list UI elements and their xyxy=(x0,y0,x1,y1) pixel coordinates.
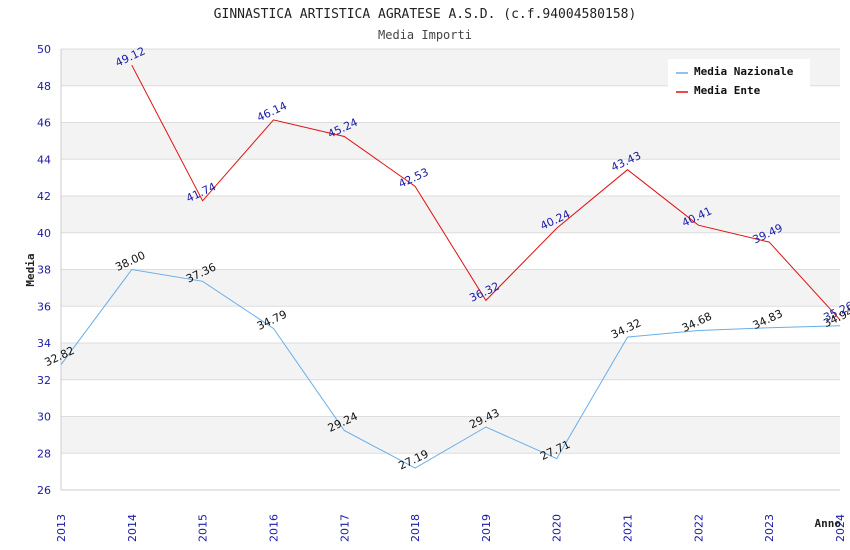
y-tick-label: 32 xyxy=(37,374,51,387)
data-label: 34.83 xyxy=(751,307,785,332)
x-tick-label: 2018 xyxy=(409,514,422,542)
grid-band xyxy=(61,269,840,307)
y-tick-label: 48 xyxy=(37,80,51,93)
y-tick-label: 36 xyxy=(37,300,51,313)
y-tick-label: 42 xyxy=(37,190,51,203)
y-tick-label: 38 xyxy=(37,264,51,277)
x-axis-ticks: 2013 2014 2015 2016 2017 2018 2019 2020 2021 2022… xyxy=(55,514,847,542)
grid-band xyxy=(61,196,840,233)
x-tick-label: 2017 xyxy=(338,514,351,542)
y-tick-label: 26 xyxy=(37,484,51,497)
plot-background-bands xyxy=(61,49,840,454)
y-axis-label: Media xyxy=(24,253,37,286)
data-label: 34.32 xyxy=(609,316,643,341)
data-label: 42.53 xyxy=(397,166,431,191)
x-axis-label: Anno xyxy=(815,517,842,530)
legend-label-media-ente: Media Ente xyxy=(694,84,761,97)
data-label: 46.14 xyxy=(255,99,289,124)
y-axis-ticks: 26 28 30 32 34 36 38 40 42 44 46 48 50 xyxy=(37,43,51,497)
legend-box xyxy=(668,59,810,101)
y-tick-label: 50 xyxy=(37,43,51,56)
grid-band xyxy=(61,343,840,380)
y-tick-label: 46 xyxy=(37,117,51,130)
y-tick-label: 40 xyxy=(37,227,51,240)
series-line-media-nazionale xyxy=(60,268,841,469)
y-tick-label: 30 xyxy=(37,411,51,424)
y-tick-label: 34 xyxy=(37,337,51,350)
x-tick-label: 2015 xyxy=(197,514,210,542)
y-tick-label: 28 xyxy=(37,447,51,460)
x-tick-label: 2014 xyxy=(126,514,139,542)
legend: Media Nazionale Media Ente xyxy=(668,59,810,101)
grid-band xyxy=(61,122,840,160)
x-tick-label: 2020 xyxy=(551,514,564,542)
x-tick-label: 2013 xyxy=(55,514,68,542)
x-tick-label: 2019 xyxy=(480,514,493,542)
x-tick-label: 2021 xyxy=(622,514,635,542)
x-tick-label: 2024 xyxy=(834,514,847,542)
series-lines xyxy=(60,64,841,469)
legend-label-media-nazionale: Media Nazionale xyxy=(694,65,794,78)
data-label: 34.79 xyxy=(255,308,289,333)
x-tick-label: 2023 xyxy=(763,514,776,542)
series-line-media-ente xyxy=(131,64,841,321)
grid-lines xyxy=(61,48,840,491)
x-tick-label: 2022 xyxy=(692,514,705,542)
y-tick-label: 44 xyxy=(37,153,51,166)
chart-subtitle: Media Importi xyxy=(378,28,472,42)
chart-title: GINNASTICA ARTISTICA AGRATESE A.S.D. (c.… xyxy=(214,7,637,22)
x-tick-label: 2016 xyxy=(267,514,280,542)
